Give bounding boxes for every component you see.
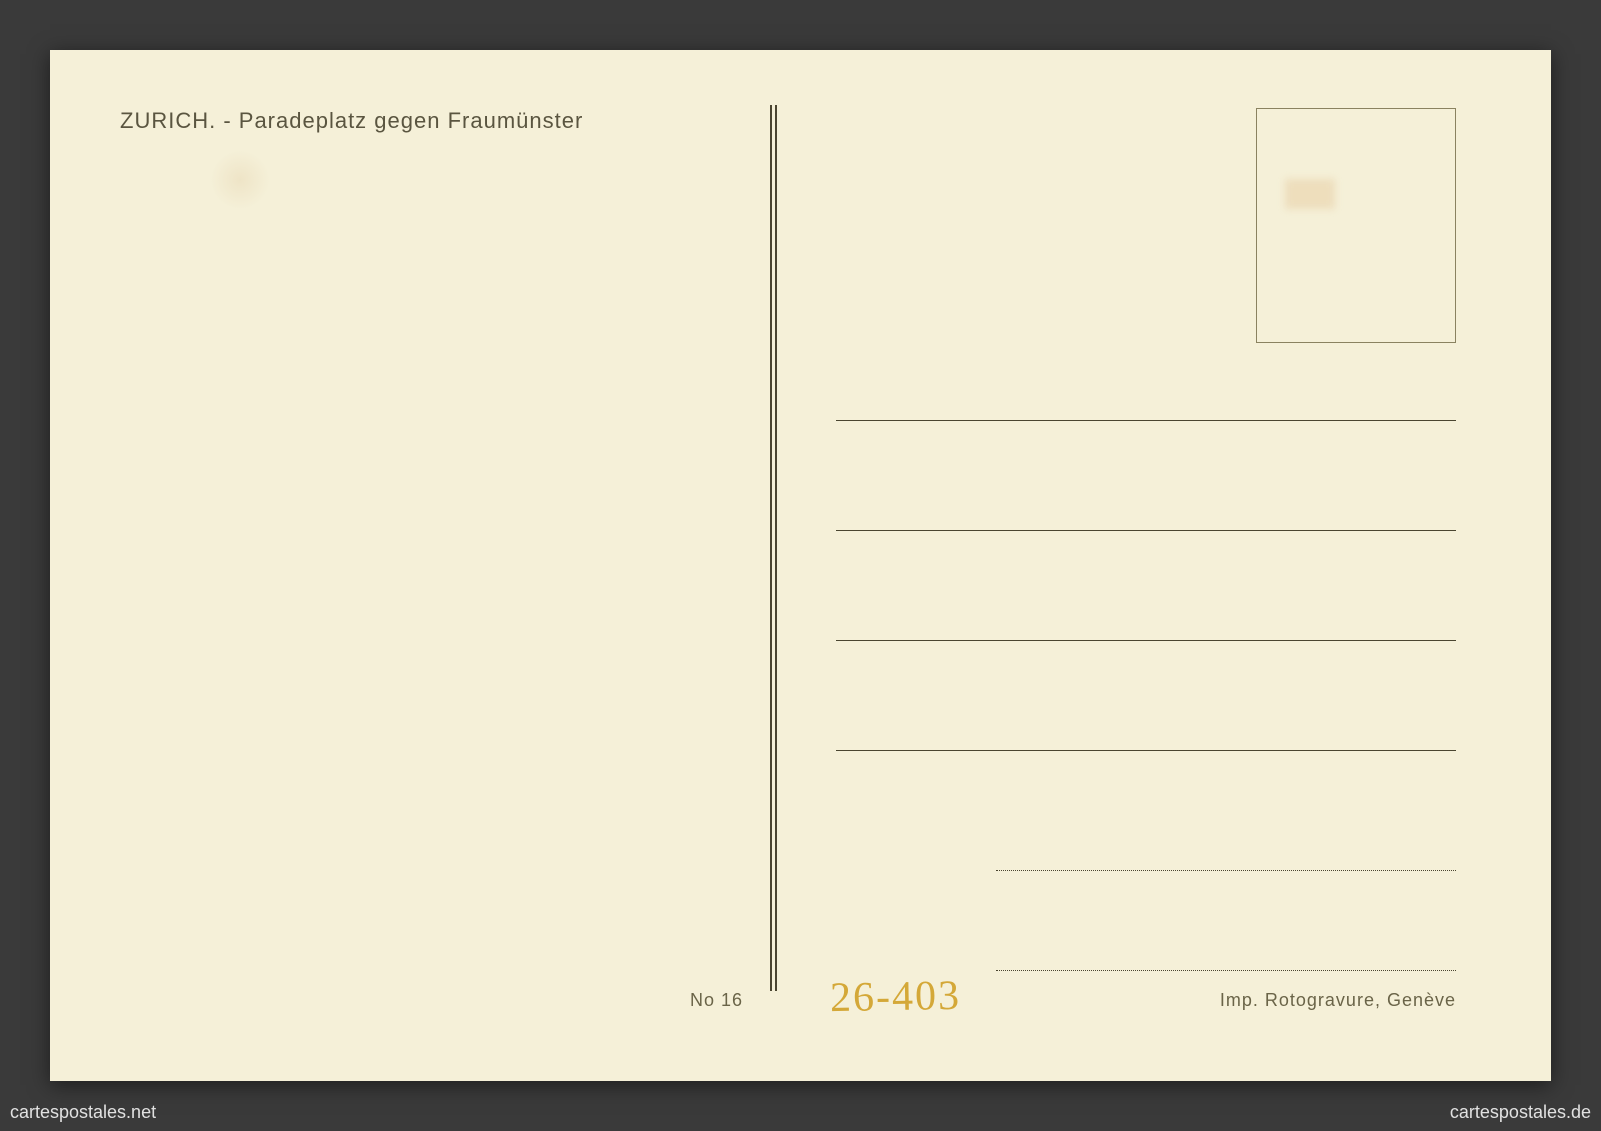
watermark-left: cartespostales.net	[10, 1102, 156, 1123]
paper-smudge	[210, 150, 270, 210]
center-divider	[770, 105, 777, 991]
address-dotted-line	[996, 970, 1456, 971]
postcard-title: ZURICH. - Paradeplatz gegen Fraumünster	[120, 108, 583, 134]
publisher-imprint: Imp. Rotogravure, Genève	[1220, 990, 1456, 1011]
handwritten-annotation: 26-403	[830, 972, 962, 1022]
title-city: ZURICH.	[120, 108, 216, 133]
postcard-frame: ZURICH. - Paradeplatz gegen Fraumünster …	[50, 50, 1551, 1081]
stamp-stain	[1285, 179, 1335, 209]
address-line	[836, 420, 1456, 421]
postcard-back: ZURICH. - Paradeplatz gegen Fraumünster …	[90, 90, 1511, 1041]
address-line	[836, 750, 1456, 751]
address-line	[836, 530, 1456, 531]
stamp-box	[1256, 108, 1456, 343]
address-line	[836, 640, 1456, 641]
watermark-right: cartespostales.de	[1450, 1102, 1591, 1123]
print-number: No 16	[690, 990, 743, 1011]
address-dotted-line	[996, 870, 1456, 871]
title-rest: - Paradeplatz gegen Fraumünster	[216, 108, 583, 133]
